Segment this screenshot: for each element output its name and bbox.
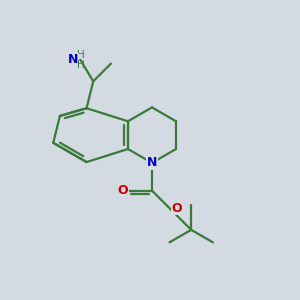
Text: H: H: [76, 50, 84, 60]
Text: N: N: [147, 156, 157, 170]
Text: H: H: [76, 60, 84, 70]
Text: O: O: [118, 184, 128, 197]
Text: N: N: [68, 53, 79, 66]
Text: O: O: [171, 202, 182, 215]
